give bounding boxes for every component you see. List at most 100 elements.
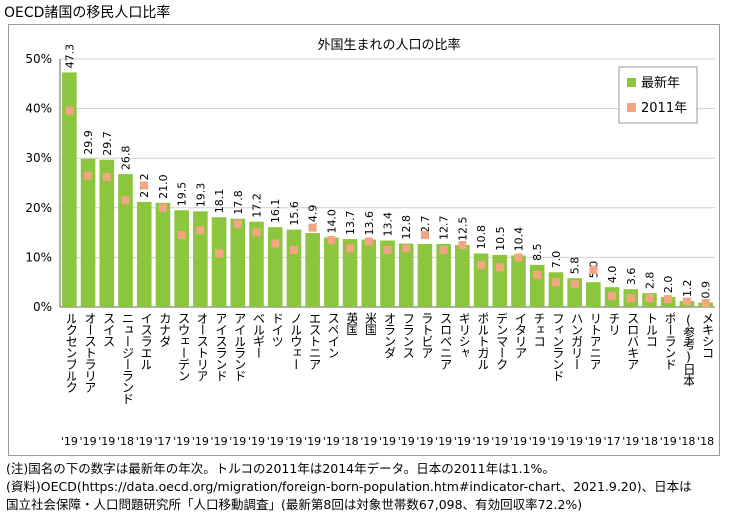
category-label: オーストリア [194, 312, 208, 381]
data-label: 29.7 [101, 131, 114, 156]
legend-swatch-2011 [627, 103, 636, 112]
bar [62, 72, 77, 307]
category-label: フィンランド [549, 312, 563, 381]
category-label: ハンガリー [568, 312, 582, 370]
bar [380, 240, 395, 307]
marker-2011 [121, 196, 130, 205]
data-label: 16.1 [269, 199, 282, 224]
category-label: トルコ [643, 312, 657, 347]
category-label: イスラエル [138, 312, 152, 370]
category-label: ノルウェー [287, 312, 301, 370]
legend-label-2011: 2011年 [641, 101, 687, 116]
data-label: 26.8 [120, 146, 133, 171]
marker-2011 [514, 253, 523, 262]
category-label: スロベニア [437, 312, 451, 370]
marker-2011 [383, 245, 392, 254]
marker-2011 [439, 245, 448, 254]
year-label: '19 [472, 435, 490, 448]
notes: (注)国名の下の数字は最新年の年次。トルコの2011年は2014年データ。日本の… [6, 460, 726, 514]
data-label: 1.2 [681, 280, 694, 298]
year-label: '19 [397, 435, 415, 448]
marker-2011 [420, 231, 429, 240]
data-label: 2.8 [644, 272, 657, 290]
bar [99, 159, 115, 307]
category-label: スイス [100, 312, 114, 347]
category-label: ポーランド [662, 312, 676, 370]
data-label: 19.5 [176, 182, 189, 207]
marker-2011 [271, 239, 280, 248]
data-label: 10.5 [494, 226, 507, 251]
year-label: '19 [435, 435, 453, 448]
year-label: '19 [584, 435, 602, 448]
marker-2011 [364, 237, 373, 246]
category-label: イタリア [512, 312, 526, 358]
data-label: 2.0 [662, 276, 675, 294]
y-tick-label: 0% [33, 300, 52, 314]
category-label: メキシコ [699, 312, 713, 358]
category-label: チリ [606, 312, 620, 335]
year-label: '17 [154, 435, 172, 448]
category-label: ラトビア [418, 312, 432, 358]
marker-2011 [177, 231, 186, 240]
y-tick-label: 10% [25, 250, 52, 264]
year-label: '19 [659, 435, 677, 448]
category-label: ベルギー [250, 312, 264, 358]
data-label: 12.7 [438, 216, 451, 241]
category-label: ドイツ [269, 312, 283, 347]
year-label: '19 [191, 435, 209, 448]
category-label: フランス [400, 312, 414, 358]
chart-title: 外国生まれの人口の比率 [317, 37, 460, 53]
data-label: 21.0 [157, 174, 170, 199]
year-label: '19 [60, 435, 78, 448]
year-label: '19 [98, 435, 116, 448]
bar [249, 221, 264, 307]
bar [80, 158, 96, 307]
marker-2011 [308, 223, 317, 232]
y-tick-label: 30% [25, 151, 52, 165]
category-label: オーストラリア [82, 312, 96, 393]
data-label: 0.9 [700, 281, 713, 299]
legend-box [618, 66, 698, 124]
category-label: (参考)日本 [680, 312, 694, 386]
bar [136, 201, 152, 307]
year-label: '19 [547, 435, 565, 448]
bar [155, 202, 171, 307]
data-label: 18.1 [213, 189, 226, 214]
year-label: '19 [79, 435, 97, 448]
data-label: 12.8 [400, 215, 413, 240]
marker-2011 [233, 219, 242, 228]
legend-swatch-latest [627, 78, 636, 87]
year-label: '18 [678, 435, 696, 448]
marker-2011 [215, 249, 224, 258]
marker-2011 [140, 181, 149, 190]
category-label: ニュージーランド [119, 312, 133, 404]
marker-2011 [327, 236, 336, 245]
marker-2011 [289, 245, 298, 254]
data-label: 7.0 [550, 251, 563, 269]
bar [324, 237, 339, 307]
chart-plot: 外国生まれの人口の比率 0% 10% 20% 30% 40% 50% 47.3 29.9 29.7… [25, 37, 715, 314]
year-label: '19 [528, 435, 546, 448]
bar [511, 255, 526, 307]
marker-2011 [533, 270, 542, 279]
data-label: 10.4 [513, 227, 526, 252]
marker-2011 [346, 244, 355, 253]
bar [211, 217, 227, 307]
category-label: オランダ [381, 312, 395, 358]
marker-2011 [84, 171, 93, 180]
marker-2011 [664, 295, 673, 304]
year-label: '19 [322, 435, 340, 448]
year-label: '19 [416, 435, 434, 448]
data-label: 10.8 [475, 225, 488, 250]
year-label: '19 [247, 435, 266, 448]
bar [548, 272, 564, 307]
page-title: OECD諸国の移民人口比率 [4, 5, 171, 21]
bar [267, 227, 283, 307]
marker-2011 [458, 241, 467, 249]
bar [436, 244, 451, 307]
marker-2011 [196, 226, 205, 235]
marker-2011 [682, 297, 691, 306]
category-label: アイスランド [213, 312, 227, 381]
category-label: エストニア [306, 312, 320, 370]
bar [417, 244, 433, 307]
